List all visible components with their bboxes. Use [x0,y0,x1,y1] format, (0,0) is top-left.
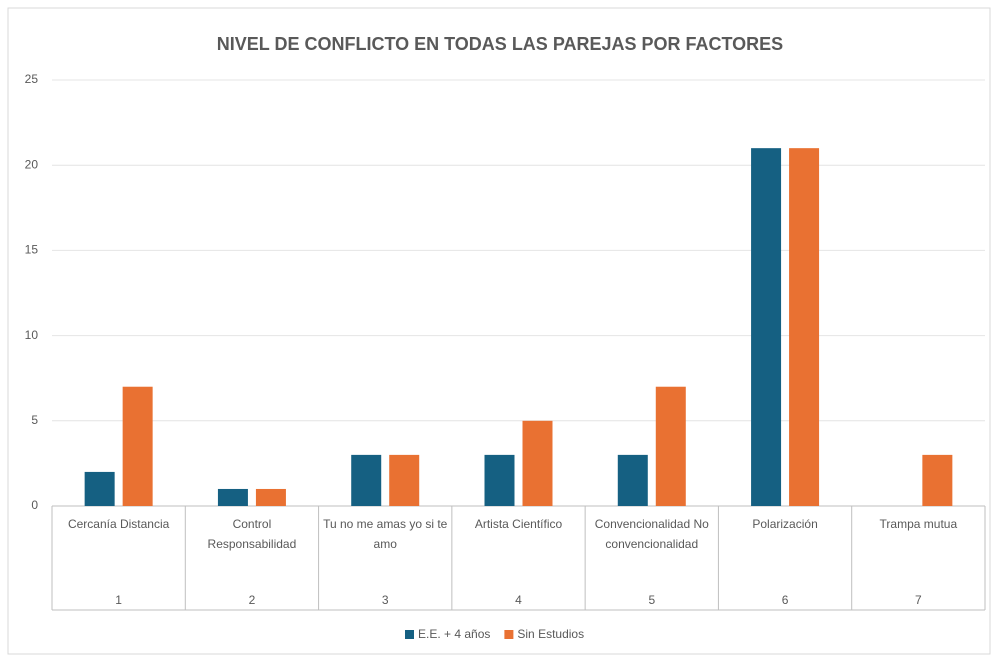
x-tick-label: Polarización [752,517,818,531]
bar [122,386,153,506]
y-tick-label: 15 [25,243,39,257]
x-tick-label: Cercanía Distancia [67,517,170,531]
x-group-label: 1 [115,593,122,607]
chart-title: NIVEL DE CONFLICTO EN TODAS LAS PAREJAS … [217,34,783,54]
x-group-label: 2 [249,593,256,607]
bar [789,148,820,506]
bar [522,420,553,506]
bar [84,471,115,506]
legend-swatch [405,630,414,639]
x-group-label: 7 [915,593,922,607]
bar [922,454,953,506]
y-tick-label: 10 [25,328,39,342]
y-tick-label: 0 [31,498,38,512]
y-tick-label: 20 [25,157,39,171]
y-tick-label: 5 [31,413,38,427]
x-group-label: 3 [382,593,389,607]
x-tick-label: Artista Científico [474,517,563,531]
legend-label: E.E. + 4 años [418,627,490,641]
bar [389,454,420,506]
bar [617,454,648,506]
x-tick-label: Trampa mutua [879,517,958,531]
bar [255,488,286,506]
bar [351,454,382,506]
bar [484,454,515,506]
x-tick-label: Control Responsabilidad [207,517,297,551]
x-group-label: 6 [782,593,789,607]
legend-swatch [504,630,514,639]
x-group-label: 5 [648,593,655,607]
y-tick-label: 25 [25,72,39,86]
x-group-label: 4 [515,593,522,607]
bar [751,148,782,506]
chart-frame [7,7,991,655]
bar [655,386,686,506]
legend-label: Sin Estudios [517,627,584,641]
bar [217,488,248,506]
x-tick-label: Tu no me amas yo si te amo [323,517,448,551]
x-tick-label: Convencionalidad No convencionalidad [594,517,709,551]
